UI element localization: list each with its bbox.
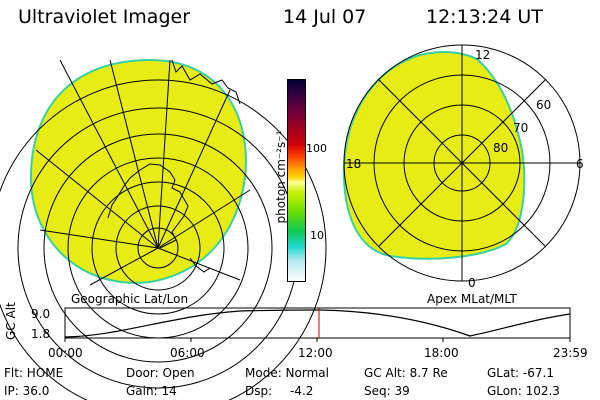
- instrument-title: Ultraviolet Imager: [18, 6, 191, 28]
- right-mlat-grid: [343, 44, 581, 282]
- dsp-value: -4.2: [290, 384, 314, 398]
- altitude-ytick-low: 1.8: [31, 327, 51, 341]
- mlt-label-6: 6: [576, 157, 584, 171]
- door-status: Door: Open: [126, 366, 195, 380]
- mlat-label-80: 80: [493, 141, 509, 155]
- glat-status: GLat: -67.1: [487, 366, 554, 380]
- colorbar: [287, 79, 306, 282]
- mlt-label-12: 12: [475, 48, 491, 62]
- altitude-xtick-0: 00:00: [48, 346, 83, 360]
- right-panel-label: Apex MLat/MLT: [427, 292, 517, 306]
- altitude-xtick-4: 23:59: [553, 346, 588, 360]
- glon-status: GLon: 102.3: [487, 384, 560, 398]
- altitude-plot-frame: [64, 307, 571, 339]
- coastline-south: [189, 257, 211, 273]
- mlt-label-0: 0: [468, 276, 476, 290]
- altitude-ylabel: GC Alt: [4, 302, 18, 340]
- left-panel-label: Geographic Lat/Lon: [71, 292, 189, 306]
- seq-status: Seq: 39: [364, 384, 410, 398]
- date-label: 14 Jul 07: [283, 6, 367, 28]
- altitude-ytick-high: 9.0: [31, 307, 51, 321]
- colorbar-tick-100: 100: [306, 142, 327, 155]
- dsp-label: Dsp:: [245, 384, 273, 398]
- altitude-xtick-2: 12:00: [298, 346, 333, 360]
- coastline: [107, 163, 189, 249]
- mlt-label-18: 18: [346, 157, 362, 171]
- time-label: 12:13:24 UT: [426, 6, 543, 28]
- gain-status: Gain: 14: [126, 384, 177, 398]
- altitude-xtick-1: 06:00: [170, 346, 205, 360]
- colorbar-tick-10: 10: [310, 229, 324, 242]
- coastline-north: [171, 59, 241, 105]
- mlat-label-70: 70: [513, 121, 529, 135]
- ip-status: IP: 36.0: [4, 384, 50, 398]
- altitude-xtick-3: 18:00: [424, 346, 459, 360]
- altitude-curve: [64, 309, 571, 338]
- gc-alt-status: GC Alt: 8.7 Re: [364, 366, 448, 380]
- flight-status: Flt: HOME: [4, 366, 64, 380]
- mlat-label-60: 60: [536, 98, 552, 112]
- mode-status: Mode: Normal: [245, 366, 329, 380]
